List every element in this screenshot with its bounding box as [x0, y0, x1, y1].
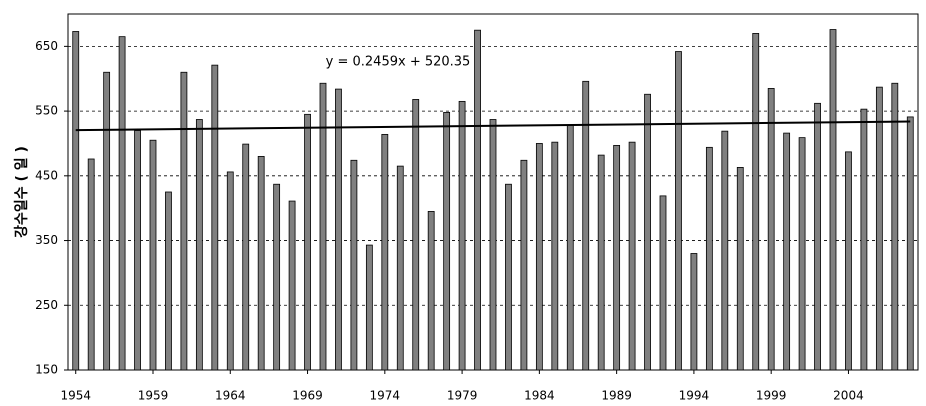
- bar: [273, 183, 281, 371]
- bar: [767, 88, 775, 371]
- bar: [118, 36, 126, 371]
- bar: [875, 86, 883, 371]
- bar: [798, 137, 806, 371]
- bar: [535, 143, 543, 371]
- bar: [675, 51, 682, 371]
- x-tick-label: 1994: [679, 389, 710, 403]
- bar: [427, 211, 435, 371]
- bar: [613, 144, 621, 371]
- bar: [180, 71, 188, 371]
- bar: [72, 31, 80, 371]
- x-tick-label: 1954: [60, 389, 91, 403]
- bar: [396, 165, 404, 371]
- trend-equation: y = 0.2459x + 520.35: [326, 55, 471, 70]
- x-tick-label: 1969: [292, 389, 323, 403]
- bar: [736, 167, 744, 371]
- y-tick-label: 150: [35, 363, 58, 377]
- bar: [845, 151, 852, 371]
- bar: [906, 116, 914, 371]
- bar: [659, 195, 667, 371]
- bar: [489, 119, 497, 371]
- x-tick-label: 1959: [138, 389, 169, 403]
- bar: [134, 130, 141, 371]
- bar: [520, 159, 528, 371]
- y-tick-label: 250: [35, 298, 58, 312]
- bar: [149, 139, 157, 371]
- x-tick-label: 1964: [215, 389, 246, 403]
- bar: [103, 71, 111, 371]
- bar: [829, 29, 837, 371]
- x-tick-label: 1999: [756, 389, 787, 403]
- bar: [458, 100, 466, 371]
- bar: [381, 133, 389, 371]
- x-tick-label: 1984: [524, 389, 555, 403]
- bar: [705, 146, 713, 371]
- bar: [474, 29, 481, 371]
- y-tick-label: 650: [35, 39, 58, 53]
- bar: [87, 158, 95, 371]
- bar: [365, 244, 373, 371]
- bar: [350, 159, 358, 371]
- y-tick-label: 350: [35, 233, 58, 247]
- bar: [505, 183, 512, 371]
- bar: [752, 33, 760, 371]
- bar: [242, 143, 250, 371]
- bar: [319, 82, 327, 371]
- bar: [412, 99, 420, 371]
- bar: [165, 191, 172, 371]
- bar: [690, 253, 698, 371]
- bar: [783, 132, 791, 371]
- bar: [288, 200, 296, 371]
- bar: [814, 102, 821, 371]
- bar: [644, 93, 651, 371]
- bar: [211, 64, 219, 371]
- y-tick-label: 450: [35, 168, 58, 182]
- x-tick-label: 2004: [833, 389, 864, 403]
- trend-line: [75, 120, 911, 132]
- bar: [721, 130, 729, 371]
- bar: [335, 88, 342, 371]
- bar: [582, 80, 590, 371]
- x-tick-label: 1979: [447, 389, 478, 403]
- bar: [195, 119, 203, 371]
- x-tick-label: 1974: [370, 389, 401, 403]
- y-axis-label: 강수일수 ( 일 ): [13, 146, 30, 238]
- bar: [304, 113, 311, 371]
- bar: [257, 155, 265, 371]
- y-tick-label: 550: [35, 104, 58, 118]
- bar: [628, 141, 636, 371]
- x-tick-label: 1989: [601, 389, 632, 403]
- bar: [551, 141, 559, 371]
- bar: [443, 111, 451, 371]
- bar: [566, 124, 574, 371]
- bar: [597, 154, 605, 371]
- bar: [891, 82, 899, 371]
- bar: [860, 108, 868, 371]
- bar: [226, 171, 234, 371]
